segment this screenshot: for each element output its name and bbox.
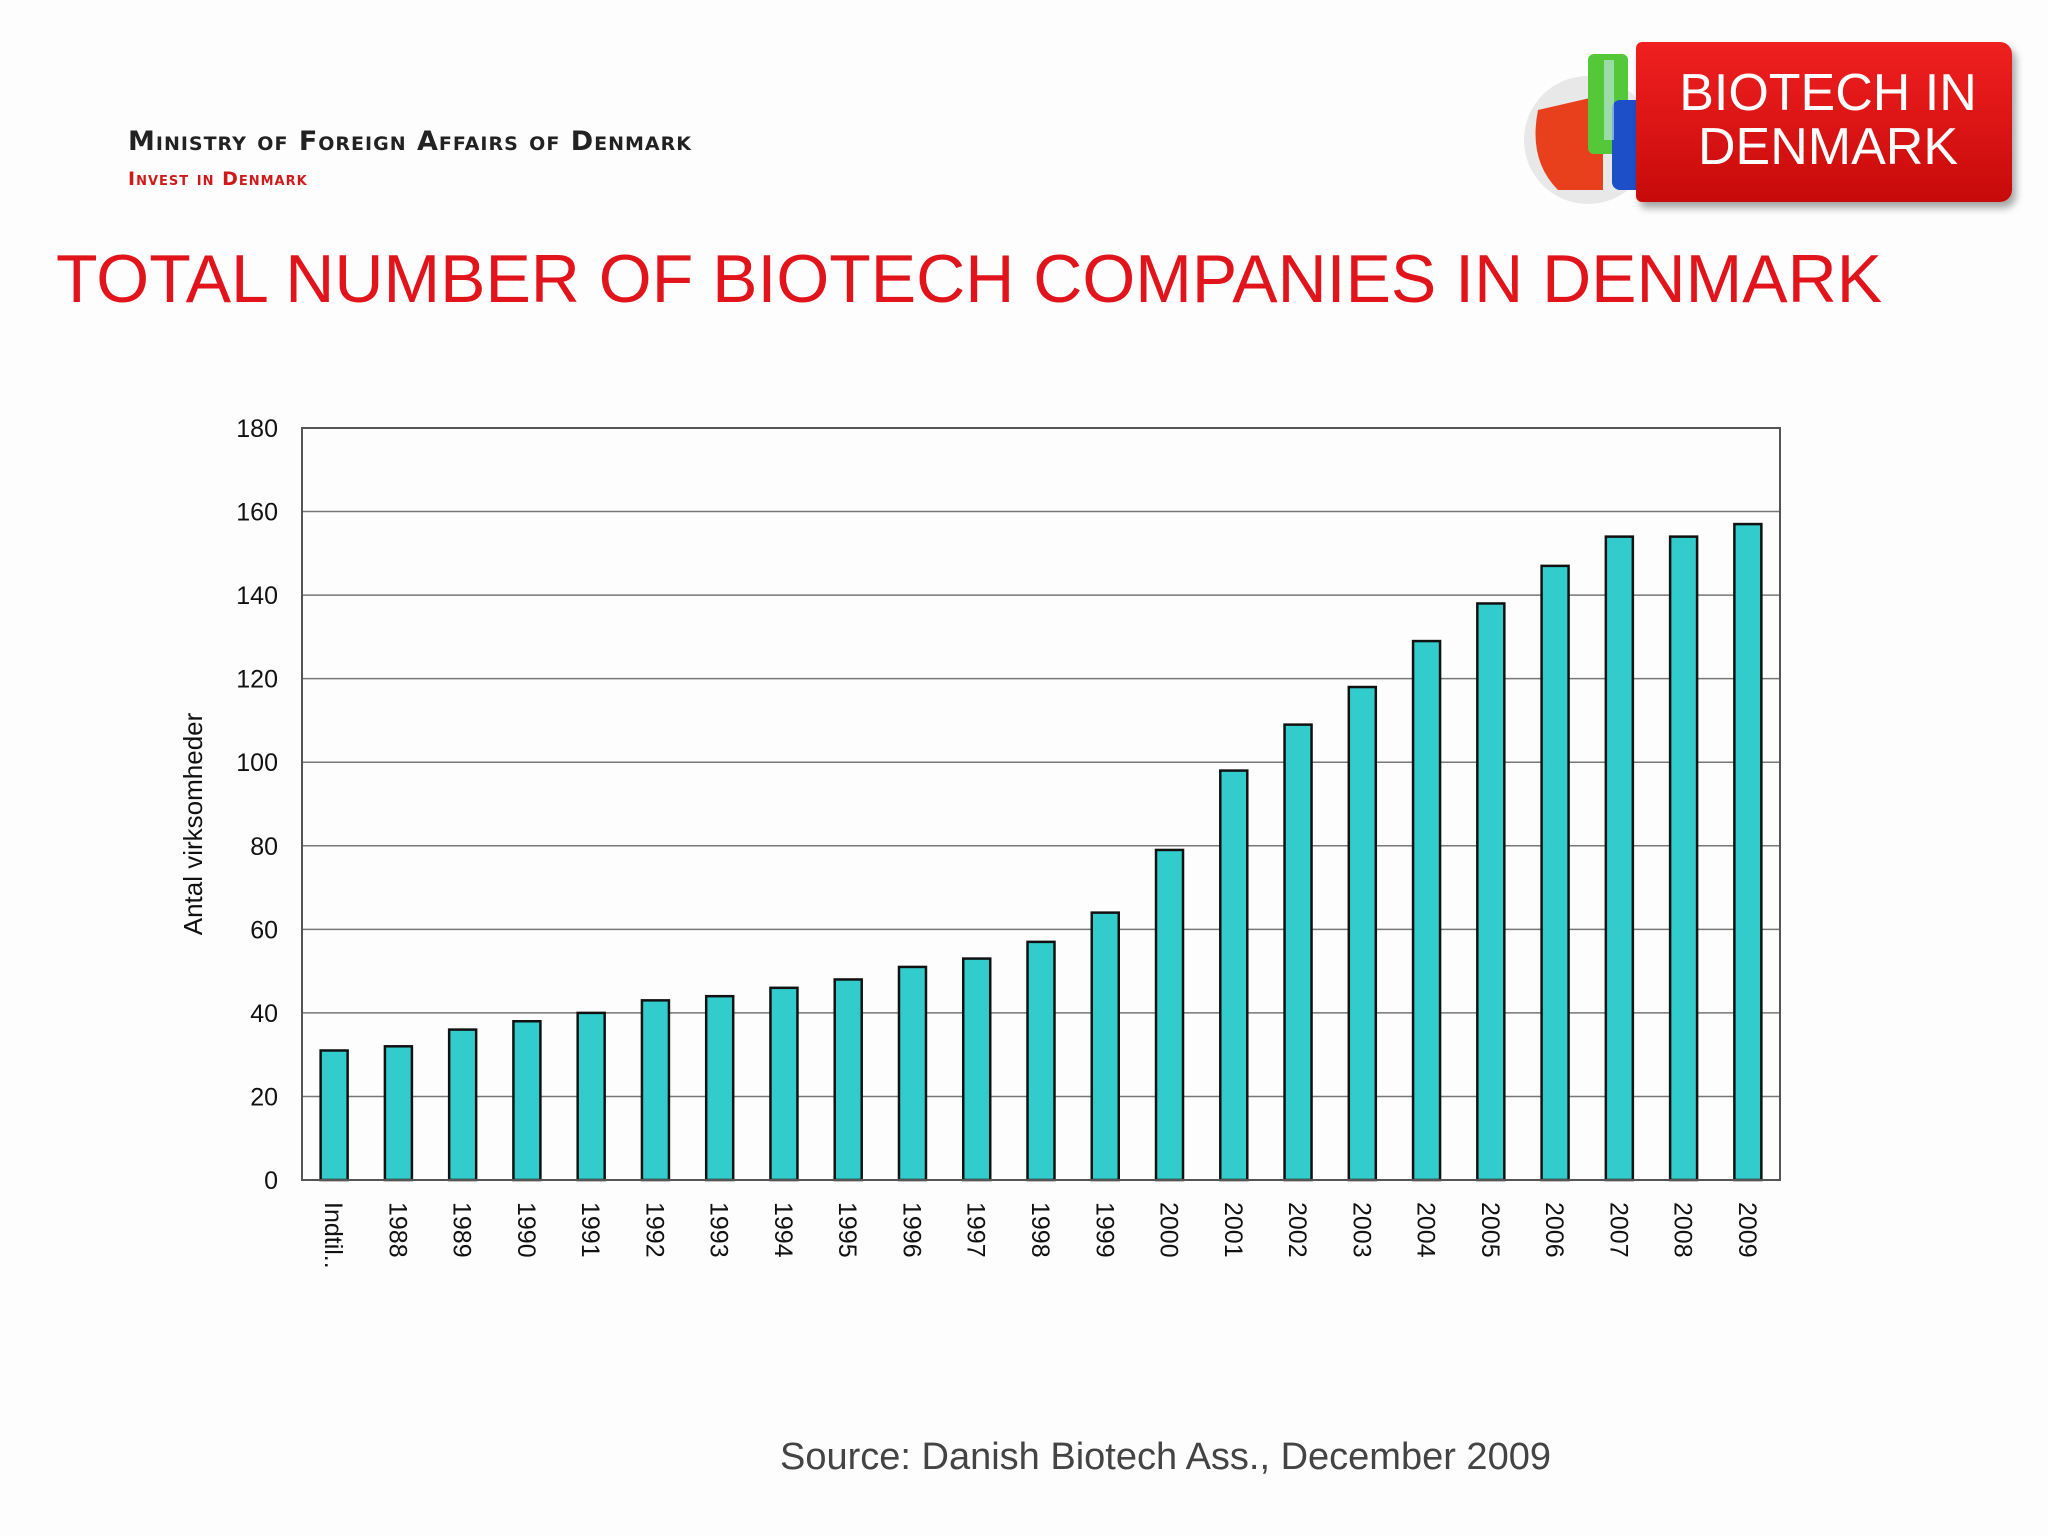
x-category-label: 1998 (1026, 1202, 1054, 1258)
y-tick-label: 0 (264, 1167, 278, 1195)
bars (319, 522, 1763, 1182)
x-category-label: 2004 (1412, 1202, 1440, 1258)
source-note: Source: Danish Biotech Ass., December 20… (780, 1436, 1551, 1478)
bar (1154, 848, 1185, 1182)
x-category-label: 1993 (705, 1202, 733, 1258)
badge-background (1636, 42, 2012, 202)
x-category-label: 2001 (1219, 1202, 1247, 1258)
bar (1540, 564, 1570, 1182)
biotech-badge: BIOTECH IN DENMARK (1508, 36, 2018, 212)
x-category-label: 1988 (383, 1202, 411, 1258)
bar (1733, 522, 1763, 1182)
bar (1283, 723, 1313, 1182)
y-tick-label: 80 (250, 833, 278, 861)
bar (1090, 911, 1121, 1182)
bar (640, 999, 671, 1182)
bar (1668, 535, 1699, 1182)
x-category-label: 1992 (640, 1202, 668, 1258)
plot-frame (301, 427, 1781, 1181)
x-category-label: 2007 (1604, 1202, 1632, 1258)
y-tick-labels: 0 20 40 60 80 100 120 140 160 180 (236, 415, 278, 1195)
y-tick-label: 180 (236, 415, 278, 443)
bar (961, 957, 992, 1182)
x-category-label: 2005 (1476, 1202, 1504, 1258)
bar (1347, 685, 1378, 1182)
x-category-label: 1999 (1090, 1202, 1118, 1258)
bar (447, 1028, 478, 1182)
x-category-label: 1990 (512, 1202, 540, 1258)
invest-in-denmark: Invest in Denmark (128, 168, 308, 190)
x-category-label: 2000 (1155, 1202, 1183, 1258)
x-category-label: 1994 (769, 1202, 797, 1258)
bar (1604, 535, 1635, 1182)
x-category-label: 2008 (1669, 1202, 1697, 1258)
y-tick-label: 40 (250, 1000, 278, 1028)
x-category-label: 1996 (897, 1202, 925, 1258)
bar (1026, 940, 1056, 1182)
badge-text: BIOTECH IN DENMARK (1679, 64, 1977, 176)
y-tick-label: 140 (236, 582, 278, 610)
y-tick-label: 160 (236, 499, 278, 527)
x-category-label: 2006 (1540, 1202, 1568, 1258)
x-category-label: 1997 (962, 1202, 990, 1258)
y-tick-label: 60 (250, 916, 278, 944)
x-category-label: 2009 (1733, 1202, 1761, 1258)
x-category-label: 1989 (448, 1202, 476, 1258)
bar (512, 1019, 542, 1182)
bar (576, 1011, 606, 1182)
y-tick-label: 20 (250, 1083, 278, 1111)
bar (383, 1045, 414, 1182)
y-tick-label: 120 (236, 666, 278, 694)
slide-title: TOTAL NUMBER OF BIOTECH COMPANIES IN DEN… (56, 241, 1883, 317)
x-category-label: Indtil.. (319, 1202, 347, 1269)
bar (319, 1049, 349, 1182)
x-category-labels: Indtil.. 1988 1989 1990 1991 1992 1993 1994 1995… (319, 1202, 1761, 1269)
x-category-label: 2002 (1283, 1202, 1311, 1258)
bar (897, 965, 928, 1182)
y-tick-label: 100 (236, 749, 278, 777)
bar (704, 994, 735, 1182)
y-axis-label: Antal virksomheder (178, 712, 208, 935)
x-category-label: 2003 (1347, 1202, 1375, 1258)
bar (1476, 602, 1506, 1182)
bar (833, 978, 863, 1182)
x-category-label: 1995 (833, 1202, 861, 1258)
bar (769, 986, 799, 1182)
bar (1411, 639, 1442, 1182)
ministry-name: Ministry of Foreign Affairs of Denmark (128, 126, 692, 157)
bar (1219, 769, 1249, 1182)
x-category-label: 1991 (576, 1202, 604, 1258)
